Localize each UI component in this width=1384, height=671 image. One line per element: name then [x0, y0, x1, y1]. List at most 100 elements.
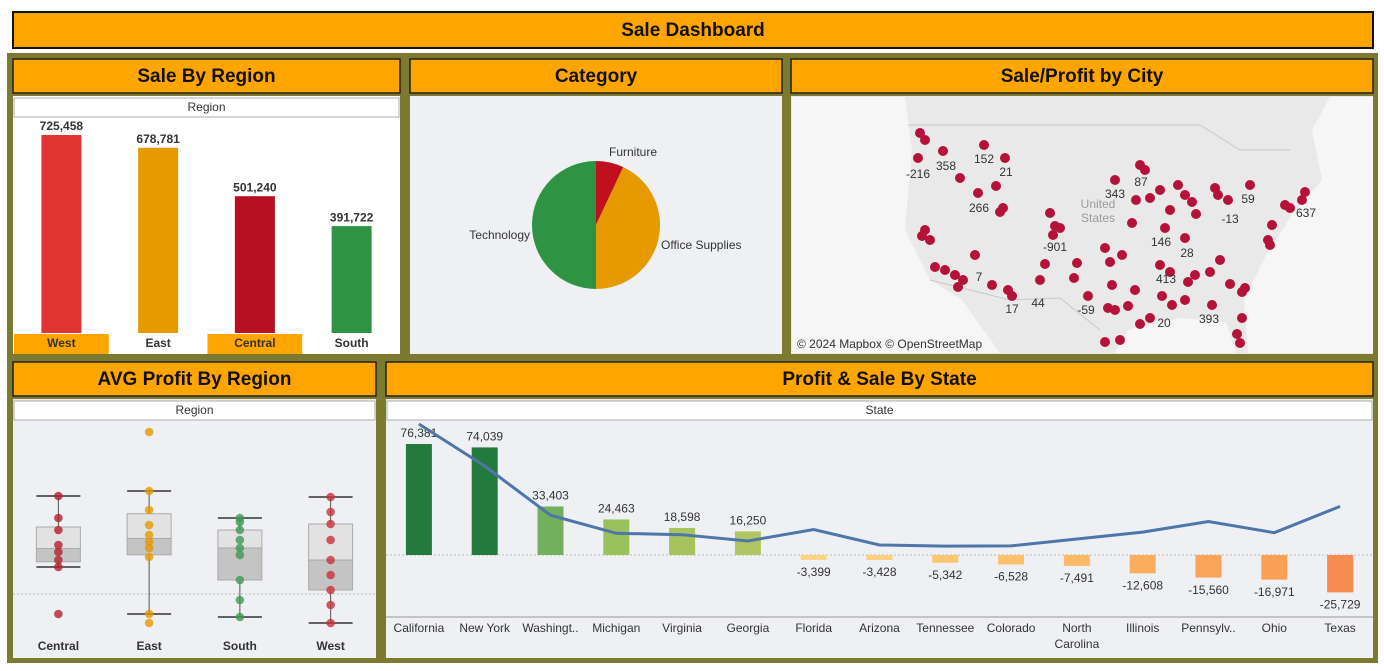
city-dot: [1045, 208, 1055, 218]
city-dot: [938, 146, 948, 156]
city-dot: [1100, 243, 1110, 253]
city-dot: [1183, 277, 1193, 287]
bar: [603, 519, 630, 555]
city-label: -13: [1221, 212, 1239, 226]
bar: [734, 531, 761, 555]
x-tick-label-box: Ohio: [1262, 621, 1287, 635]
point: [144, 618, 154, 628]
city-dot: [1040, 259, 1050, 269]
city-label: 7: [976, 270, 983, 284]
point: [54, 491, 63, 501]
city-dot: [1007, 291, 1017, 301]
ocean: [792, 97, 1000, 353]
point: [144, 552, 154, 562]
pie-slice: [532, 161, 596, 289]
point: [144, 530, 154, 540]
column-header: [13, 400, 376, 421]
city-label: -59: [1077, 303, 1095, 317]
city-label: 146: [1151, 235, 1171, 249]
city-dot: [1245, 180, 1255, 190]
x-tick-label: North Carolina: [1054, 621, 1100, 651]
x-tick-label: Colorado: [986, 621, 1036, 635]
city-label: 637: [1296, 206, 1316, 220]
point: [235, 525, 245, 535]
bar: [932, 555, 959, 563]
city-dot: [991, 181, 1001, 191]
x-tick-label: California: [393, 621, 445, 635]
x-tick-label-box: Florida: [795, 621, 832, 635]
bar: [234, 196, 275, 333]
point: [144, 505, 154, 515]
border: [908, 124, 1290, 331]
bar: [331, 226, 372, 333]
bar: [866, 555, 893, 560]
point: [54, 562, 63, 572]
slice-label: Office Supplies: [661, 238, 742, 252]
x-tick-label-box: New York: [459, 621, 510, 635]
attribution: © 2024 Mapbox © OpenStreetMap: [797, 337, 982, 351]
city-dot: [1285, 203, 1295, 213]
city-dot: [920, 135, 930, 145]
city-dot: [1297, 195, 1307, 205]
city-dot: [1167, 300, 1177, 310]
point: [235, 535, 245, 545]
city-dot: [950, 270, 960, 280]
city-dot: [1135, 319, 1145, 329]
x-tick-label-box: North Carolina: [1054, 621, 1100, 651]
bar: [998, 555, 1025, 565]
x-tick-label: Illinois: [1126, 621, 1160, 635]
point: [144, 427, 154, 437]
city-dot: [1035, 275, 1045, 285]
city-dot: [1145, 313, 1155, 323]
x-tick-label-box: Michigan: [592, 621, 640, 635]
bar: [1327, 555, 1354, 593]
x-tick-label: Pennsylv..: [1181, 621, 1236, 635]
city-dot: [1115, 335, 1125, 345]
city-dot: [1130, 285, 1140, 295]
bar: [1195, 555, 1222, 578]
city-label: 413: [1156, 272, 1176, 286]
point: [326, 507, 335, 517]
city-dot: [1100, 337, 1110, 347]
header-bar: [12, 11, 1374, 49]
pie-slice: [596, 167, 660, 289]
point: [144, 486, 154, 496]
city-label: 44: [1031, 296, 1045, 310]
city-dot: [1127, 218, 1137, 228]
point: [326, 555, 335, 565]
city-dot: [1300, 187, 1310, 197]
x-tick-label-box: California: [393, 621, 445, 635]
value-label: -15,560: [1188, 583, 1229, 597]
city-dot: [958, 275, 968, 285]
value-label: 678,781: [136, 132, 180, 146]
x-tick-label: Georgia: [726, 621, 770, 635]
x-tick-label: Arizona: [859, 621, 900, 635]
point: [54, 555, 63, 565]
value-label: 74,039: [466, 430, 503, 444]
x-tick-label: South: [223, 639, 257, 653]
x-tick-label-box: Arizona: [859, 621, 900, 635]
city-dot: [1191, 209, 1201, 219]
city-dot: [1048, 230, 1058, 240]
x-tick-label-box: Texas: [1324, 621, 1355, 635]
city-dot: [1131, 195, 1141, 205]
bar: [138, 147, 179, 333]
point: [326, 519, 335, 529]
category-cell: [14, 334, 109, 354]
x-tick-label: Washingt..: [522, 621, 579, 635]
city-dot: [917, 231, 927, 241]
city-dot: [1205, 267, 1215, 277]
column-header: [386, 400, 1373, 421]
city-dot: [1107, 280, 1117, 290]
city-dot: [1207, 300, 1217, 310]
value-label: -3,428: [862, 565, 896, 579]
panel-title: Sale/Profit by City: [1001, 66, 1164, 87]
pie-slice: [596, 161, 624, 225]
panel-title-bar: [12, 361, 377, 397]
x-tick-label: Tennessee: [916, 621, 975, 635]
city-dot: [1000, 153, 1010, 163]
bar: [1129, 555, 1156, 574]
bar: [405, 444, 432, 555]
city-dot: [915, 128, 925, 138]
